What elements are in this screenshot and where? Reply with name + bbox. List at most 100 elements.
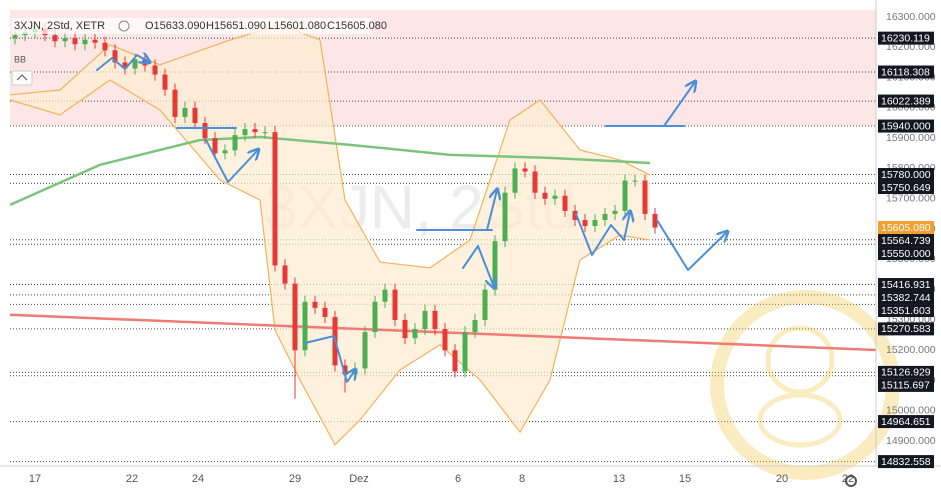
ohlc: O15633.090 [145, 20, 206, 32]
level-label: 15550.000 [881, 248, 931, 260]
candle-body [582, 219, 588, 227]
candle-body [152, 65, 158, 75]
candle-body [622, 180, 628, 211]
candle-body [252, 129, 258, 133]
collapse-icon[interactable] [16, 74, 28, 81]
candle-body [432, 310, 438, 330]
candle-body [472, 319, 478, 333]
candle-body [422, 310, 428, 330]
level-label-box [878, 119, 934, 133]
candle-body [402, 319, 408, 339]
candle-body [482, 289, 488, 320]
ohlc: L15601.080 [268, 20, 326, 32]
drawings [96, 55, 727, 383]
candle-body [262, 132, 268, 134]
candle-body [132, 59, 138, 69]
level-label: 15115.697 [881, 380, 930, 392]
level-label-box [878, 378, 934, 392]
candle-body [222, 150, 228, 154]
level-label: 15780.000 [881, 169, 931, 181]
candle-body [512, 168, 518, 193]
level-label-box [878, 94, 934, 108]
level-label: 14832.558 [881, 456, 931, 468]
level-label: 15416.931 [881, 279, 931, 291]
x-tick-label: 20 [776, 473, 788, 485]
candle-body [292, 283, 298, 351]
level-label-box [878, 234, 934, 248]
candle-body [642, 180, 648, 214]
level-label: 15351.603 [881, 305, 931, 317]
collapse-button[interactable] [11, 70, 33, 86]
x-tick-label: 22 [842, 473, 854, 485]
candle-body [632, 180, 638, 182]
candle-body [612, 210, 618, 214]
candle-body [92, 39, 98, 43]
y-tick-label: 14900.000 [886, 435, 936, 447]
candle-body [52, 35, 58, 42]
band-fill [10, 24, 650, 445]
candle-body [592, 219, 598, 227]
indicator: BB [14, 54, 26, 64]
candle-body [162, 74, 168, 90]
candle-body [82, 39, 88, 45]
candle-body [102, 42, 108, 51]
level-label-box [878, 304, 934, 318]
candle-body [372, 301, 378, 333]
ohlc: C15605.080 [327, 20, 387, 32]
level-label-box [878, 168, 934, 182]
legend-header: 3XJN, 2Std, XETR O15633.090 H15651.090 L… [11, 18, 387, 86]
y-tick-label: 15200.000 [886, 344, 936, 356]
candle-body [602, 213, 608, 220]
candle-body [232, 135, 238, 151]
level-label: 15605.080 [881, 222, 931, 234]
candle-body [652, 213, 658, 228]
level-label: 16230.119 [881, 32, 930, 44]
symbol: 3XJN, 2Std, XETR [14, 20, 105, 32]
candle-body [72, 38, 78, 45]
level-label-box [878, 181, 934, 195]
candle-body [552, 195, 558, 199]
level-label: 15750.649 [881, 182, 931, 194]
level-label: 15564.739 [881, 235, 931, 247]
level-label: 15940.000 [881, 120, 931, 132]
settings[interactable] [845, 475, 857, 487]
candle-body [362, 332, 368, 369]
candle-body [382, 289, 388, 302]
candle-body [192, 107, 198, 124]
level-label-box [878, 291, 934, 305]
candle-body [322, 307, 328, 317]
y-tick-label: 15700.000 [886, 193, 936, 205]
x-tick-label: 6 [455, 473, 461, 485]
price-axis: 16300.00016200.00016100.00016000.0001590… [878, 11, 936, 469]
candle-body [282, 265, 288, 284]
candle-body [412, 329, 418, 339]
x-tick-label: 8 [519, 473, 525, 485]
candle-body [172, 89, 178, 117]
level-label-box [878, 65, 934, 79]
candle-body [202, 123, 208, 139]
level-label-box [878, 247, 934, 261]
y-tick-label: 15900.000 [886, 132, 936, 144]
candle-body [112, 50, 118, 63]
level-label: 14964.651 [881, 416, 931, 428]
candle-body [122, 62, 128, 69]
level-label-box [878, 415, 934, 429]
x-tick-label: 22 [126, 473, 138, 485]
candle-body [562, 195, 568, 211]
level-label: 15126.929 [881, 367, 931, 379]
x-tick-label: 15 [679, 473, 691, 485]
eye-icon[interactable] [118, 20, 130, 32]
y-tick-label: 16300.000 [886, 11, 936, 23]
candle-body [572, 210, 578, 220]
candle-body [462, 332, 468, 372]
x-tick-label: Dez [349, 473, 369, 485]
x-tick-label: 29 [289, 473, 301, 485]
candle-body [452, 350, 458, 372]
x-tick-label: 24 [192, 473, 204, 485]
candle-body [502, 192, 508, 242]
level-label-box [878, 221, 934, 235]
y-tick-label: 15000.000 [886, 405, 936, 417]
candle-body [12, 35, 18, 39]
x-tick-label: 13 [613, 473, 625, 485]
candle-body [212, 138, 218, 154]
